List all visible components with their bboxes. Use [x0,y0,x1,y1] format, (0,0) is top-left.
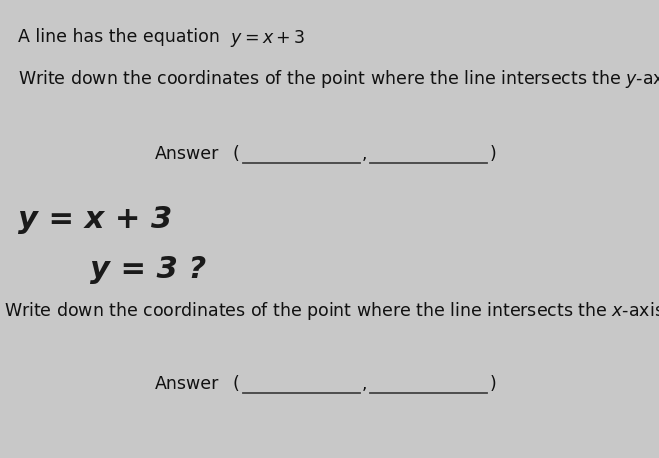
Text: Answer: Answer [155,145,219,163]
Text: ): ) [490,375,497,393]
Text: (: ( [233,375,240,393]
Text: (: ( [233,145,240,163]
Text: y = x + 3: y = x + 3 [18,205,172,234]
Text: Write down the coordinates of the point where the line intersects the $x$-axis.: Write down the coordinates of the point … [4,300,659,322]
Text: y = 3 ?: y = 3 ? [90,255,206,284]
Text: Answer: Answer [155,375,219,393]
Text: ): ) [490,145,497,163]
Text: ,: , [362,375,368,393]
Text: A line has the equation: A line has the equation [18,28,220,46]
Text: ,: , [362,145,368,163]
Text: $y = x + 3$: $y = x + 3$ [230,28,305,49]
Text: Write down the coordinates of the point where the line intersects the $y$-axis.: Write down the coordinates of the point … [18,68,659,90]
